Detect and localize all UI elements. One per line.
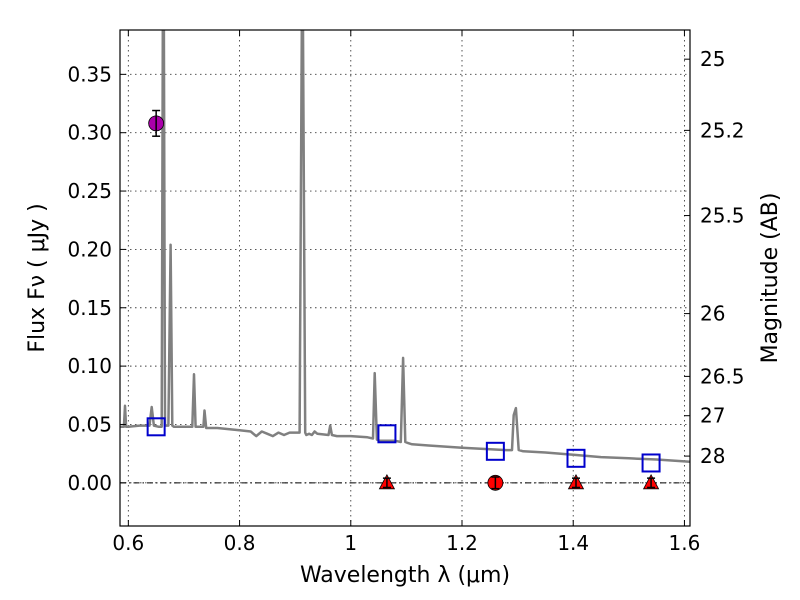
- x-tick-label: 1: [344, 531, 357, 555]
- y2-tick-label: 25.5: [700, 204, 745, 228]
- plot-frame: [119, 29, 691, 527]
- y2-tick-label: 25.2: [700, 118, 745, 142]
- y-tick-label: 0.25: [67, 179, 112, 203]
- photometry-square: [641, 453, 661, 473]
- photometry-square: [566, 448, 586, 468]
- ticks: 0.6 0.8 1 1.2 1.4 1.6 0.00 0.05 0.10 0.15 0.20 0.25…: [67, 30, 745, 555]
- y-tick-label: 0.30: [67, 121, 112, 145]
- y2-tick-label: 26.5: [700, 364, 745, 388]
- y-tick-label: 0.05: [67, 412, 112, 436]
- y2-tick-label: 27: [700, 404, 725, 428]
- x-tick-label: 1.6: [669, 531, 701, 555]
- y-tick-label: 0.10: [67, 354, 112, 378]
- photometry-square: [377, 424, 397, 444]
- y2-axis-label: Magnitude (AB): [758, 193, 783, 364]
- y-tick-label: 0.15: [67, 296, 112, 320]
- y-axis-label: Flux Fν ( μJy ): [25, 203, 50, 352]
- x-tick-label: 1.4: [557, 531, 589, 555]
- y-tick-label: 0.20: [67, 237, 112, 261]
- x-tick-label: 1.2: [446, 531, 478, 555]
- photometry-square: [485, 441, 505, 461]
- data-layer: [120, 30, 690, 491]
- y-tick-label: 0.00: [67, 471, 112, 495]
- x-tick-label: 0.6: [112, 531, 144, 555]
- x-tick-label: 0.8: [224, 531, 256, 555]
- y2-tick-label: 26: [700, 302, 725, 326]
- y2-tick-label: 25: [700, 47, 725, 71]
- photometry-square: [146, 417, 166, 437]
- x-axis-label: Wavelength λ (μm): [300, 563, 510, 588]
- y-tick-label: 0.35: [67, 62, 112, 86]
- y2-tick-label: 28: [700, 444, 725, 468]
